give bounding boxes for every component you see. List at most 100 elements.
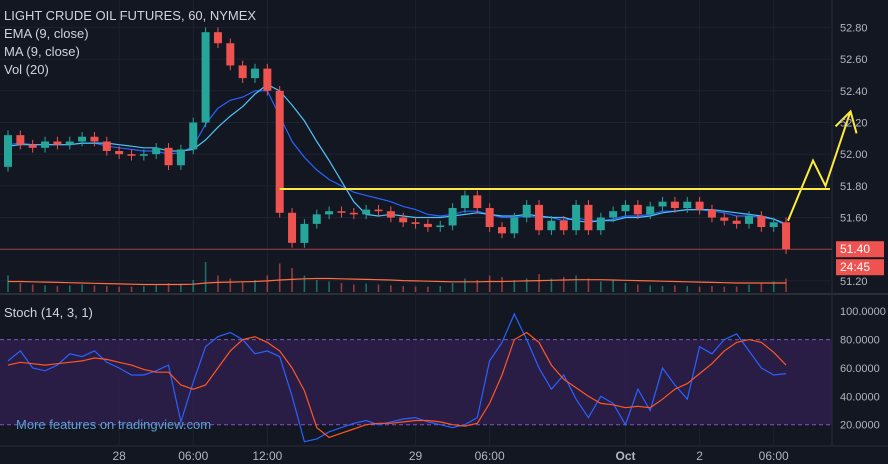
time-tick-label: 29 — [409, 449, 423, 463]
candle-body — [411, 222, 420, 224]
volume-bar — [538, 274, 540, 292]
candle-body — [695, 201, 704, 210]
stoch-tick-label: 60.0000 — [840, 363, 880, 375]
volume-bar — [402, 286, 404, 292]
candle-body — [263, 68, 272, 91]
time-tick-label: 12:00 — [252, 449, 282, 463]
volume-bar — [241, 281, 244, 292]
volume-bar — [31, 284, 34, 292]
countdown-label: 24:45 — [840, 260, 870, 274]
candle-body — [28, 144, 37, 148]
candle-body — [251, 68, 259, 79]
candle-body — [436, 225, 445, 228]
time-tick-label: Oct — [615, 449, 635, 463]
candle-body — [769, 222, 778, 228]
stochastic-pane[interactable] — [0, 312, 832, 443]
volume-bar — [698, 286, 701, 292]
candle-body — [510, 217, 519, 234]
volume-bar — [130, 286, 133, 292]
candle-body — [670, 201, 679, 209]
candle-body — [102, 141, 111, 151]
legend-vol: Vol (20) — [4, 62, 49, 77]
candle-body — [53, 141, 62, 145]
stoch-tick-label: 80.0000 — [840, 335, 880, 347]
volume-bar — [760, 283, 763, 292]
volume-bar — [7, 275, 9, 292]
candle-body — [78, 136, 87, 142]
candle-body — [226, 43, 235, 66]
volume-bar — [562, 277, 565, 292]
price-tick-label: 52.60 — [840, 54, 868, 66]
volume-bar — [56, 286, 59, 292]
price-tick-label: 52.80 — [840, 22, 868, 34]
candle-body — [732, 220, 741, 224]
volume-bar — [118, 286, 120, 292]
volume-bar — [711, 286, 713, 292]
projection-path — [787, 111, 852, 222]
candle-body — [584, 204, 593, 231]
ma-line — [7, 83, 787, 225]
candle-body — [374, 209, 383, 212]
candle-body — [349, 212, 358, 215]
volume-ma-line — [8, 277, 786, 286]
volume-bar — [229, 278, 232, 292]
volume-bar — [612, 280, 614, 292]
volume-bar — [19, 283, 22, 292]
candle-body — [189, 122, 198, 150]
volume-bar — [575, 275, 577, 292]
candle-body — [127, 154, 136, 156]
candle-body — [658, 201, 667, 207]
volume-bar — [81, 284, 83, 292]
volume-bar — [723, 286, 726, 292]
candle-body — [288, 212, 297, 243]
candle-body — [473, 195, 482, 209]
candle-body — [399, 217, 408, 223]
candle-body — [115, 151, 124, 155]
volume-bar — [278, 263, 281, 292]
volume-bar — [180, 283, 182, 292]
candle-body — [152, 147, 161, 155]
candle-body — [201, 32, 210, 123]
volume-bar — [68, 285, 71, 292]
volume-bar — [624, 283, 627, 292]
volume-bars — [7, 262, 787, 292]
candle-body — [547, 220, 556, 231]
legend-title: LIGHT CRUDE OIL FUTURES, 60, NYMEX — [4, 8, 256, 23]
stoch-tick-label: 20.0000 — [840, 420, 880, 432]
volume-bar — [488, 275, 491, 292]
volume-bar — [674, 285, 676, 292]
candle-body — [596, 217, 605, 231]
watermark[interactable]: More features on tradingview.com — [16, 417, 211, 432]
volume-bar — [587, 278, 590, 292]
candles[interactable] — [4, 27, 791, 254]
candle-body — [720, 217, 729, 221]
candle-body — [4, 135, 12, 167]
projection-arrowhead — [834, 109, 858, 134]
candle-body — [559, 220, 568, 231]
stoch-d-line — [7, 331, 787, 439]
candle-body — [312, 214, 321, 224]
volume-bar — [451, 283, 454, 292]
drawings[interactable] — [0, 109, 858, 250]
candle-body — [609, 211, 618, 218]
volume-bar — [390, 285, 392, 292]
volume-bar — [439, 286, 442, 292]
volume-bar — [735, 286, 738, 292]
candle-body — [275, 90, 284, 213]
volume-bar — [303, 275, 306, 292]
candle-body — [90, 136, 99, 142]
candle-body — [621, 204, 630, 212]
volume-bar — [315, 280, 318, 292]
volume-bar — [254, 280, 256, 292]
stoch-band — [0, 339, 832, 425]
volume-bar — [340, 283, 343, 292]
price-tick-label: 52.40 — [840, 86, 868, 98]
stoch-tick-label: 40.0000 — [840, 391, 880, 403]
price-tick-label: 51.20 — [840, 276, 868, 288]
volume-bar — [217, 275, 219, 292]
price-tick-label: 51.80 — [840, 181, 868, 193]
volume-bar — [155, 285, 157, 292]
volume-bar — [167, 283, 170, 292]
volume-bar — [476, 280, 479, 292]
